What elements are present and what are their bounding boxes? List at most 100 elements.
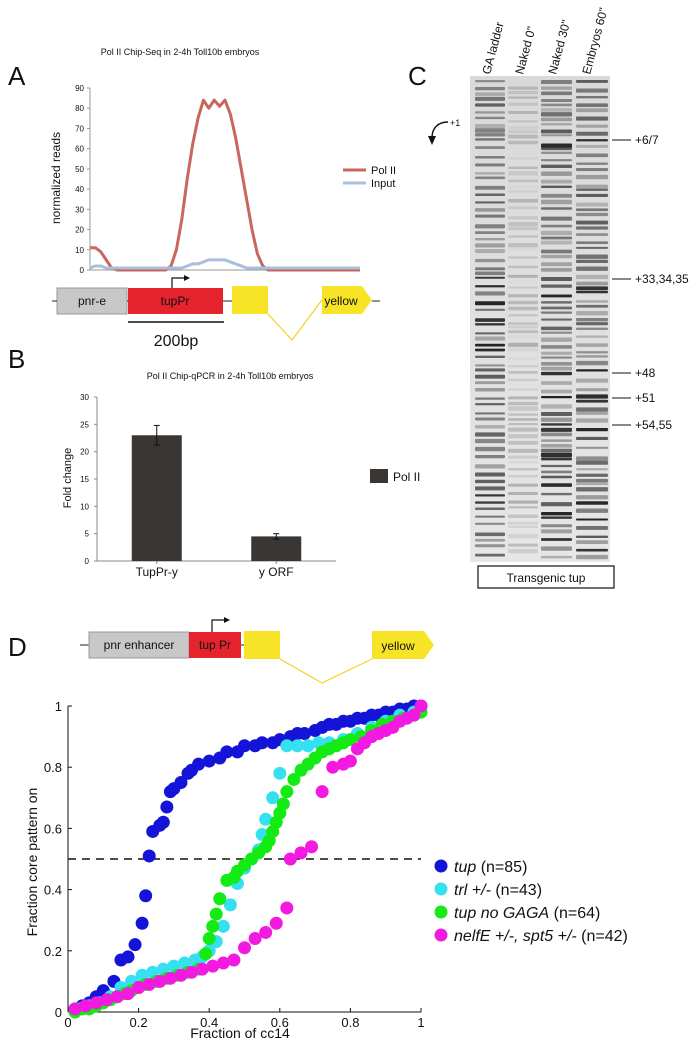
gel-band <box>541 236 572 240</box>
y-tick-label: 0.8 <box>44 760 62 775</box>
gel-band <box>508 140 538 145</box>
gene-diagram-d: pnr enhancer tup Pr yellow <box>80 617 434 684</box>
gel-band <box>541 129 572 134</box>
gel-band <box>541 143 572 148</box>
gel-band <box>508 388 538 391</box>
gel-band <box>475 163 505 167</box>
gel-band <box>576 355 608 358</box>
gel-band <box>508 265 538 269</box>
x-tick-label: 0 <box>64 1015 71 1030</box>
gel-band <box>508 378 538 382</box>
legend-series-name: tup no GAGA <box>454 905 549 922</box>
gel-band <box>576 351 608 354</box>
gel-band <box>576 103 608 108</box>
gel-band <box>541 147 572 151</box>
gel-band <box>541 240 572 245</box>
y-tick-label: 20 <box>75 226 84 235</box>
lane-label-naked-0: Naked 0" <box>512 25 538 76</box>
gel-band <box>541 432 572 437</box>
data-point <box>305 840 319 854</box>
tss-arrow-icon <box>211 619 224 632</box>
site-label: +33,34,35 <box>635 272 689 286</box>
gel-band <box>541 249 572 254</box>
gel-band <box>541 457 572 461</box>
gel-band <box>576 335 608 338</box>
gel-band <box>508 521 538 525</box>
gel-band <box>508 130 538 134</box>
gel-band <box>576 478 608 483</box>
gel-band <box>475 124 505 129</box>
tss-label: +1 <box>450 118 460 128</box>
gel-band <box>508 461 538 464</box>
y-tick-label: 50 <box>75 165 84 174</box>
gel-band <box>576 482 608 486</box>
data-point <box>227 953 241 967</box>
reporter-label: yellow <box>381 639 415 653</box>
legend-label: trl +/- (n=43) <box>454 882 542 899</box>
gel-band <box>576 360 608 366</box>
gel-band <box>541 294 572 298</box>
gel-band <box>508 434 538 439</box>
y-tick-label: 30 <box>80 393 89 402</box>
data-point <box>259 925 273 939</box>
gel-band <box>576 456 608 461</box>
data-point <box>68 1002 82 1016</box>
data-point <box>135 916 149 930</box>
gel-band <box>576 460 608 465</box>
gel-band <box>541 389 572 394</box>
gel-band <box>541 395 572 399</box>
data-point <box>128 938 142 952</box>
gel-band <box>475 176 505 180</box>
data-point <box>89 996 103 1010</box>
data-point <box>100 993 114 1007</box>
legend-marker <box>434 905 448 919</box>
data-point <box>280 739 294 753</box>
data-point <box>195 962 209 976</box>
gel-band <box>475 515 505 518</box>
data-point <box>192 757 206 771</box>
gel-band <box>576 131 608 136</box>
data-point <box>153 974 167 988</box>
gel-band <box>576 407 608 412</box>
y-tick-label: 30 <box>75 205 84 214</box>
gel-band <box>576 473 608 477</box>
gel-band <box>508 357 538 360</box>
reporter-label: yellow <box>324 294 358 308</box>
series-line-input <box>89 258 360 270</box>
gel-band <box>475 116 505 120</box>
data-point <box>174 968 188 982</box>
promoter-box <box>128 288 223 314</box>
gel-caption-box <box>477 565 615 589</box>
y-tick-label: 5 <box>85 530 90 539</box>
gel-band <box>541 337 572 342</box>
gel-band <box>475 464 505 469</box>
gel-band <box>475 237 505 241</box>
enhancer-label: pnr-e <box>78 294 106 308</box>
data-point <box>142 849 156 863</box>
gel-band <box>576 153 608 158</box>
gel-band <box>475 374 505 379</box>
enhancer-label: pnr enhancer <box>104 638 175 652</box>
series-line-pol-ii <box>90 98 360 272</box>
x-tick-label: 0.4 <box>200 1015 218 1030</box>
legend-label: tup no GAGA (n=64) <box>454 905 600 922</box>
gel-band <box>508 300 538 305</box>
exon1-box <box>232 286 268 314</box>
gel-band <box>475 133 505 137</box>
gel-band <box>576 184 608 190</box>
gel-band <box>475 323 505 326</box>
gel-band <box>541 99 572 102</box>
gel-band <box>576 508 608 513</box>
legend-label: Pol II <box>371 165 396 177</box>
gel-band <box>576 468 608 471</box>
gel-band <box>576 487 608 492</box>
y-tick-label: 0.6 <box>44 821 62 836</box>
gel-band <box>541 511 572 516</box>
data-point <box>255 736 269 750</box>
site-label: +6/7 <box>635 133 659 147</box>
gel-band <box>508 190 538 193</box>
data-point <box>209 907 223 921</box>
gel-band <box>475 387 505 392</box>
gel-band <box>508 406 538 411</box>
gel-band <box>508 483 538 487</box>
